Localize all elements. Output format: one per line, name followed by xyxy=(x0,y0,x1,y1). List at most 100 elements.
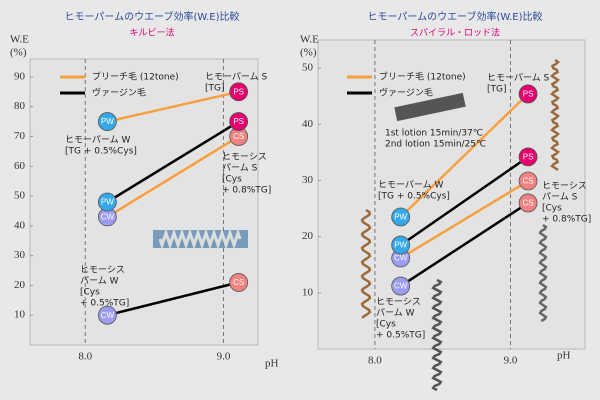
y-tick-label: 20 xyxy=(302,230,314,242)
annotation: [Cys xyxy=(80,288,100,298)
y-tick-label: 50 xyxy=(302,62,314,74)
annotation: [Cys xyxy=(376,320,396,330)
data-point xyxy=(229,273,249,292)
series-line xyxy=(106,135,240,218)
annotation: ヒモーシス xyxy=(376,297,421,308)
y-axis-label: (%) xyxy=(10,47,27,59)
point-label: CS xyxy=(233,132,244,141)
y-tick-label: 20 xyxy=(14,279,26,291)
x-axis-label: pH xyxy=(557,350,571,362)
annotation: ヒモーパーム S xyxy=(487,73,550,84)
series-line xyxy=(400,179,529,260)
hair-illustration xyxy=(158,228,242,250)
y-tick-label: 30 xyxy=(302,174,314,186)
annotation: 1st lotion 15min/37℃ xyxy=(385,129,483,139)
point-label: CW xyxy=(394,254,408,263)
rod-illustration xyxy=(394,92,466,122)
data-point xyxy=(391,276,411,296)
series-line xyxy=(399,155,529,247)
point-label: CS xyxy=(523,199,534,208)
legend-label: ブリーチ毛 (12tone) xyxy=(92,71,179,83)
annotation: [TG] xyxy=(205,84,225,94)
annotation: ヒモーシス xyxy=(80,265,125,276)
annotation: ヒモーパーム W xyxy=(65,135,131,146)
data-point xyxy=(97,305,117,325)
annotation: [TG] xyxy=(487,85,507,95)
hair-illustration xyxy=(538,223,548,323)
annotation: ヒモーシス xyxy=(542,181,587,192)
y-tick-label: 80 xyxy=(14,100,26,112)
chart-title: ヒモーパームのウエーブ効率(W.E)比較 xyxy=(367,10,542,23)
annotation: 2nd lotion 15min/25℃ xyxy=(385,140,486,150)
point-label: PW xyxy=(101,198,114,207)
hair-illustration xyxy=(360,208,372,319)
y-tick-label: 70 xyxy=(14,130,26,142)
annotation: + 0.8%TG] xyxy=(542,215,591,225)
annotation: ヒモーシス xyxy=(222,152,267,163)
data-point xyxy=(391,235,411,255)
y-axis-label: W.E xyxy=(10,34,29,46)
data-point xyxy=(391,207,411,227)
hair-illustration xyxy=(431,278,443,392)
annotation: ヒモーパーム W xyxy=(378,180,444,191)
x-axis-label: pH xyxy=(265,358,279,370)
y-tick-label: 90 xyxy=(14,70,26,82)
hair-illustration xyxy=(550,58,560,172)
x-tick-label: 8.0 xyxy=(78,351,92,363)
chart-subtitle: スパイラル・ロッド法 xyxy=(410,27,500,39)
series-line xyxy=(107,281,240,317)
data-point xyxy=(518,147,538,167)
y-tick-label: 10 xyxy=(302,286,314,298)
annotation: [TG + 0.5%Cys] xyxy=(65,147,137,157)
annotation: パーム S xyxy=(542,192,578,203)
annotation: ヒモーパーム S xyxy=(205,72,268,83)
point-label: PW xyxy=(394,241,407,250)
y-tick-label: 10 xyxy=(14,309,26,321)
annotation: + 0.5%TG] xyxy=(376,331,425,341)
point-label: CW xyxy=(101,311,115,320)
series-line xyxy=(400,201,529,288)
point-label: PS xyxy=(233,87,244,96)
annotation: [Cys xyxy=(222,175,242,185)
point-label: PS xyxy=(233,117,244,126)
chart-subtitle: キルビー法 xyxy=(129,27,174,39)
annotation: パーム W xyxy=(80,276,119,287)
legend-label: ヴァージン毛 xyxy=(379,87,433,99)
point-label: PW xyxy=(394,213,407,222)
series-line xyxy=(399,93,529,218)
data-point xyxy=(97,192,117,212)
data-point xyxy=(97,112,117,131)
annotation: パーム S xyxy=(222,163,258,174)
annotation: [TG + 0.5%Cys] xyxy=(378,192,450,202)
data-point xyxy=(518,193,538,213)
annotation: + 0.8%TG] xyxy=(222,186,271,196)
data-point xyxy=(518,171,538,191)
annotation: [Cys xyxy=(542,204,562,214)
y-tick-label: 40 xyxy=(14,219,26,231)
y-axis-label: W.E xyxy=(300,34,319,46)
point-label: CS xyxy=(233,278,244,287)
point-label: CW xyxy=(101,213,115,222)
chart-title: ヒモーパームのウエーブ効率(W.E)比較 xyxy=(64,10,239,23)
y-tick-label: 60 xyxy=(14,160,26,172)
data-point xyxy=(229,112,249,131)
point-label: PS xyxy=(523,152,534,161)
data-point xyxy=(229,82,249,102)
x-tick-label: 8.0 xyxy=(368,355,382,367)
plot-area xyxy=(29,58,259,346)
point-label: CS xyxy=(523,177,534,186)
annotation: + 0.5%TG] xyxy=(80,299,129,309)
series-line xyxy=(107,90,239,123)
x-tick-label: 9.0 xyxy=(504,355,518,367)
series-line xyxy=(106,120,240,204)
annotation: パーム W xyxy=(376,308,415,319)
point-label: CW xyxy=(394,282,408,291)
x-tick-label: 9.0 xyxy=(217,351,231,363)
legend-label: ブリーチ毛 (12tone) xyxy=(379,71,466,83)
point-label: PW xyxy=(101,117,114,126)
y-tick-label: 40 xyxy=(302,118,314,130)
y-tick-label: 30 xyxy=(14,249,26,261)
data-point xyxy=(518,84,538,104)
point-label: PS xyxy=(523,90,534,99)
